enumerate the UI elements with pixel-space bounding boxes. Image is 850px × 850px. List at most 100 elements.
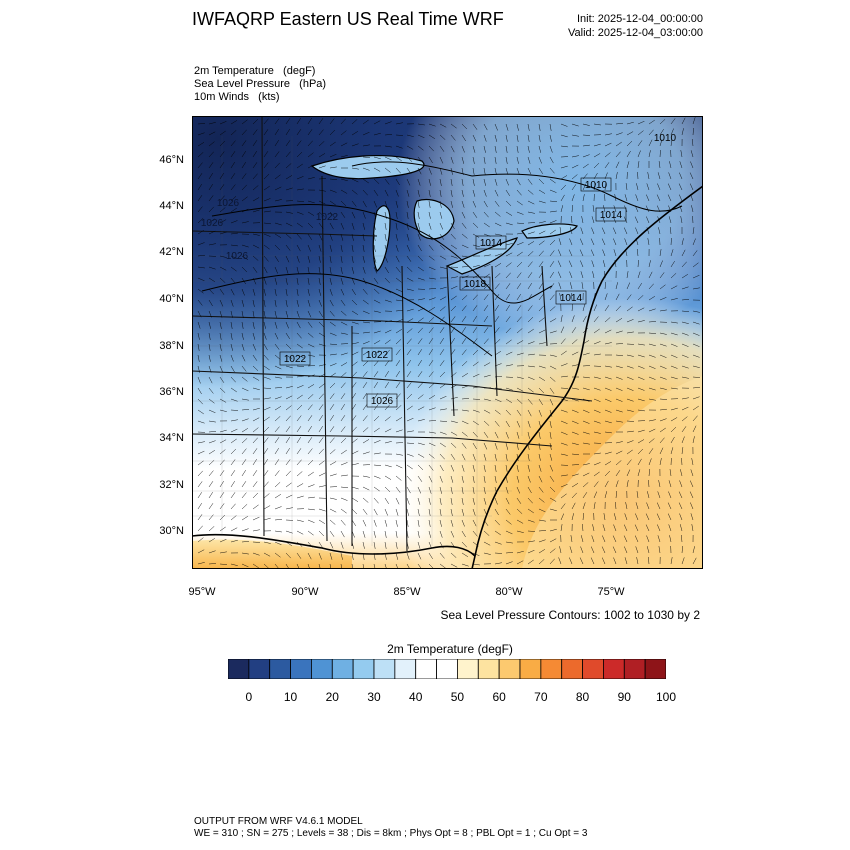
wind-barb xyxy=(252,255,259,261)
wind-barb xyxy=(593,143,601,147)
wind-barb xyxy=(406,211,409,219)
wind-barb xyxy=(472,563,480,566)
wind-barb xyxy=(351,143,359,147)
wind-barb xyxy=(296,404,303,411)
wind-barb xyxy=(538,178,545,185)
wind-barb xyxy=(450,189,453,197)
wind-barb xyxy=(516,530,524,533)
wind-barb xyxy=(549,376,556,382)
wind-barb xyxy=(527,497,533,504)
wind-barb xyxy=(560,409,568,413)
wind-barb xyxy=(571,473,579,477)
svg-text:1022: 1022 xyxy=(316,212,339,223)
wind-barb xyxy=(634,524,639,532)
wind-barb xyxy=(340,310,347,316)
wind-barb xyxy=(560,145,568,148)
wind-barb xyxy=(659,297,667,301)
wind-barb xyxy=(417,178,421,186)
colorbar-tick-label: 40 xyxy=(409,690,423,704)
wind-barb xyxy=(439,431,447,435)
wind-barb xyxy=(274,244,281,251)
wind-barb xyxy=(285,187,293,191)
wind-barb xyxy=(230,448,237,455)
wind-barb xyxy=(351,342,359,345)
wind-barb xyxy=(483,350,490,356)
wind-barb xyxy=(384,145,392,148)
wind-barb xyxy=(690,150,694,158)
wind-barb xyxy=(571,351,579,356)
wind-barb xyxy=(505,145,508,153)
wind-barb xyxy=(318,211,325,217)
colorbar-swatch xyxy=(290,659,312,679)
wind-barb xyxy=(604,451,612,455)
wind-barb xyxy=(579,557,584,565)
wind-barb xyxy=(318,189,326,192)
wind-barb xyxy=(591,535,595,543)
wind-barb xyxy=(351,486,359,490)
wind-barb xyxy=(208,343,211,351)
wind-barb xyxy=(648,468,651,477)
wind-barb xyxy=(296,151,303,158)
wind-barb xyxy=(340,288,345,296)
wind-barb xyxy=(296,277,299,285)
wind-barb xyxy=(340,415,346,422)
wind-barb xyxy=(494,134,498,142)
wind-barb xyxy=(590,546,595,554)
wind-barb xyxy=(241,244,249,248)
wind-barb xyxy=(208,141,215,147)
wind-barb xyxy=(615,293,620,301)
wind-barb xyxy=(516,497,522,504)
wind-barb xyxy=(219,299,224,307)
wind-barb xyxy=(461,338,467,345)
wind-barb xyxy=(659,139,663,147)
wind-barb xyxy=(296,129,302,136)
wind-barb xyxy=(494,189,499,197)
wind-barb xyxy=(395,122,403,125)
wind-barb xyxy=(406,277,414,282)
wind-barb xyxy=(219,140,226,147)
wind-barb xyxy=(263,210,271,213)
wind-barb xyxy=(274,118,280,125)
wind-barb xyxy=(615,365,623,369)
wind-barb xyxy=(472,211,478,218)
wind-barb xyxy=(494,387,502,390)
wind-barb xyxy=(450,453,456,460)
wind-barb xyxy=(219,321,222,329)
wind-barb xyxy=(657,535,661,543)
wind-barb xyxy=(197,441,205,444)
wind-barb xyxy=(670,387,678,390)
wind-barb xyxy=(593,452,601,455)
wind-barb xyxy=(252,244,260,249)
wind-barb xyxy=(461,373,469,378)
wind-barb xyxy=(439,327,445,334)
wind-barb xyxy=(373,486,380,492)
wind-barb xyxy=(646,546,650,554)
wind-barb xyxy=(670,321,678,324)
wind-barb xyxy=(307,277,310,285)
wind-barb xyxy=(263,470,269,477)
wind-barb xyxy=(571,303,574,312)
wind-barb xyxy=(329,222,334,230)
wind-barb xyxy=(406,497,410,505)
wind-barb xyxy=(593,471,600,477)
wind-barb xyxy=(569,238,573,246)
wind-barb xyxy=(472,189,476,197)
wind-barb xyxy=(362,200,367,208)
wind-barb xyxy=(340,277,344,285)
wind-barb xyxy=(494,339,501,345)
wind-barb xyxy=(219,459,225,466)
wind-barb xyxy=(417,519,420,527)
wind-barb xyxy=(263,118,269,125)
wind-barb xyxy=(560,493,567,499)
wind-barb xyxy=(439,486,442,494)
wind-barb xyxy=(670,128,674,136)
colorbar-swatch xyxy=(248,659,271,679)
wind-barb xyxy=(560,123,568,127)
wind-barb xyxy=(637,365,645,369)
wind-barb xyxy=(285,233,292,239)
wind-barb xyxy=(329,178,338,180)
wind-barb xyxy=(604,133,612,136)
wind-barb xyxy=(274,530,282,533)
wind-barb xyxy=(417,530,420,538)
wind-barb xyxy=(318,552,322,560)
